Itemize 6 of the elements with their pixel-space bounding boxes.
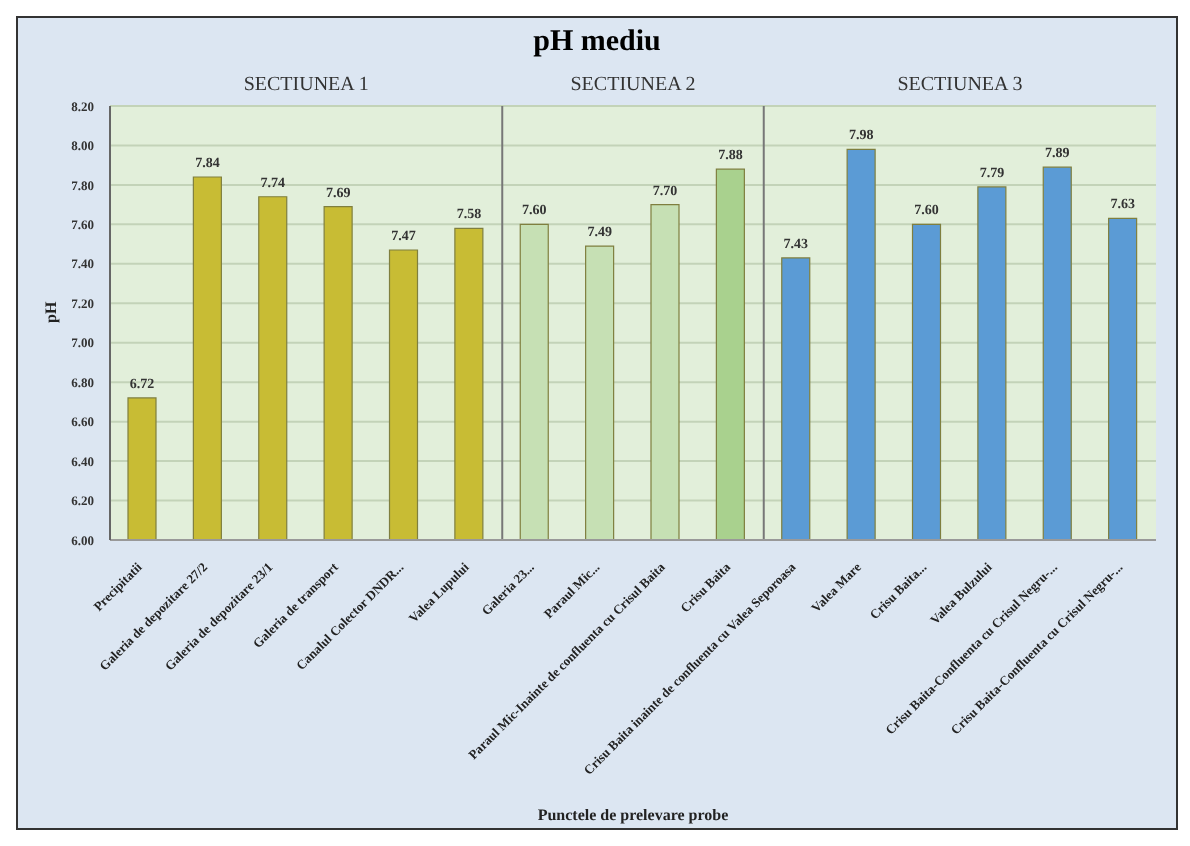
text: SECTIUNEA 1 [243, 74, 369, 96]
text: SECTIUNEA 2 [570, 74, 696, 96]
x-axis-title: Punctele de prelevare probe [537, 806, 730, 824]
text: SECTIUNEA 3 [897, 74, 1023, 96]
y-axis-title: pH [41, 300, 60, 323]
chart-title: pH mediu [531, 26, 663, 60]
